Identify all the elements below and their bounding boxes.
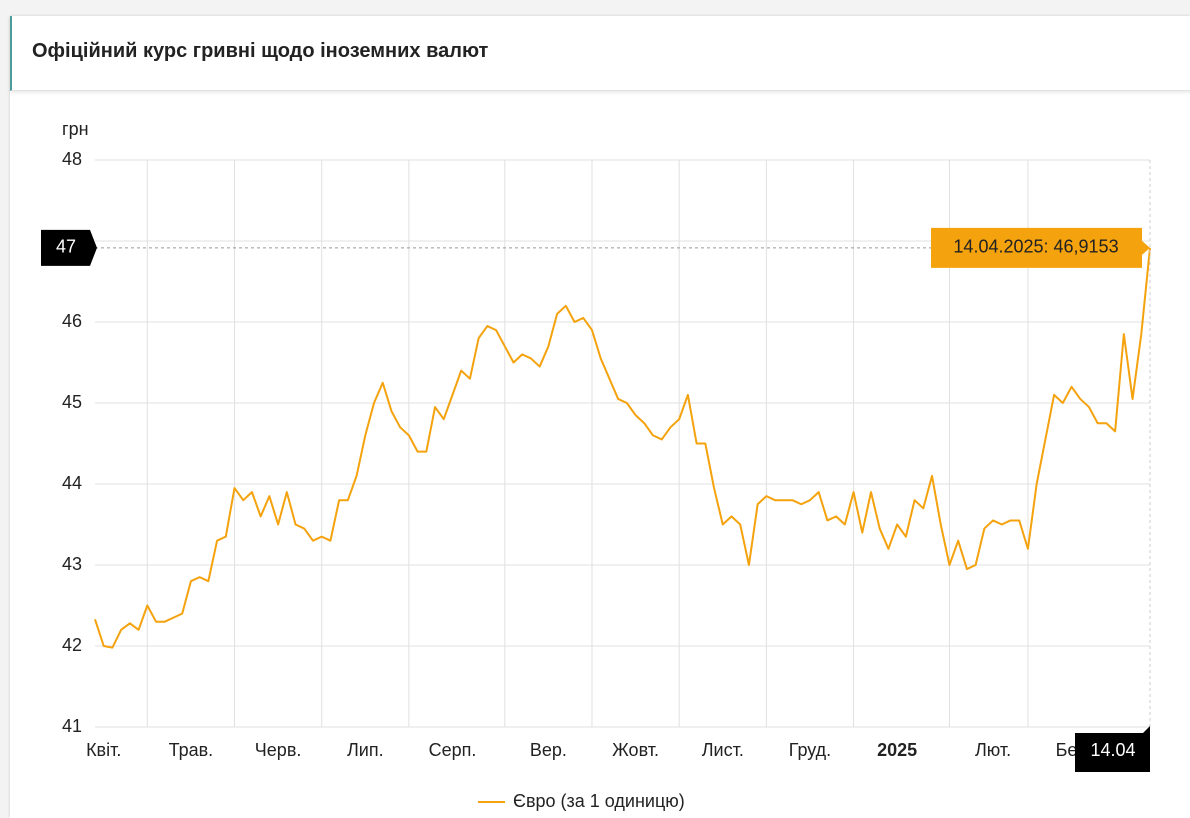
x-tick-label: Трав. — [169, 740, 214, 760]
y-tick-label: 48 — [62, 149, 82, 169]
x-tick-label: 2025 — [877, 740, 917, 760]
y-axis-label: грн — [62, 119, 89, 139]
line-series — [94, 247, 1151, 649]
y-crosshair-box — [41, 229, 97, 266]
x-tick-label: Жовт. — [612, 740, 659, 760]
x-crosshair-box — [1075, 726, 1150, 772]
y-tick-label: 42 — [62, 635, 82, 655]
x-tick-label: Груд. — [789, 740, 831, 760]
y-tick-label: 41 — [62, 716, 82, 736]
x-tick-label: Вер. — [530, 740, 567, 760]
tooltip-text: 14.04.2025: 46,9153 — [953, 237, 1118, 257]
x-tick-label: Лют. — [975, 740, 1011, 760]
x-tick-label: Черв. — [255, 740, 302, 760]
y-crosshair-label: 47 — [56, 237, 76, 257]
y-tick-label: 44 — [62, 473, 82, 493]
tooltip-box — [931, 227, 1150, 268]
y-tick-label: 46 — [62, 311, 82, 331]
page-title: Офіційний курс гривні щодо іноземних вал… — [32, 40, 489, 62]
y-tick-label: 45 — [62, 392, 82, 412]
legend-label: Євро (за 1 одиницю) — [513, 791, 685, 811]
x-tick-label: Лист. — [702, 740, 744, 760]
card: Офіційний курс гривні щодо іноземних вал… — [10, 16, 1190, 818]
x-tick-label: Серп. — [429, 740, 477, 760]
x-tick-label: Квіт. — [86, 740, 121, 760]
x-crosshair-label: 14.04 — [1090, 740, 1135, 760]
header: Офіційний курс гривні щодо іноземних вал… — [10, 16, 1190, 91]
y-tick-label: 43 — [62, 554, 82, 574]
x-tick-label: Лип. — [347, 740, 384, 760]
